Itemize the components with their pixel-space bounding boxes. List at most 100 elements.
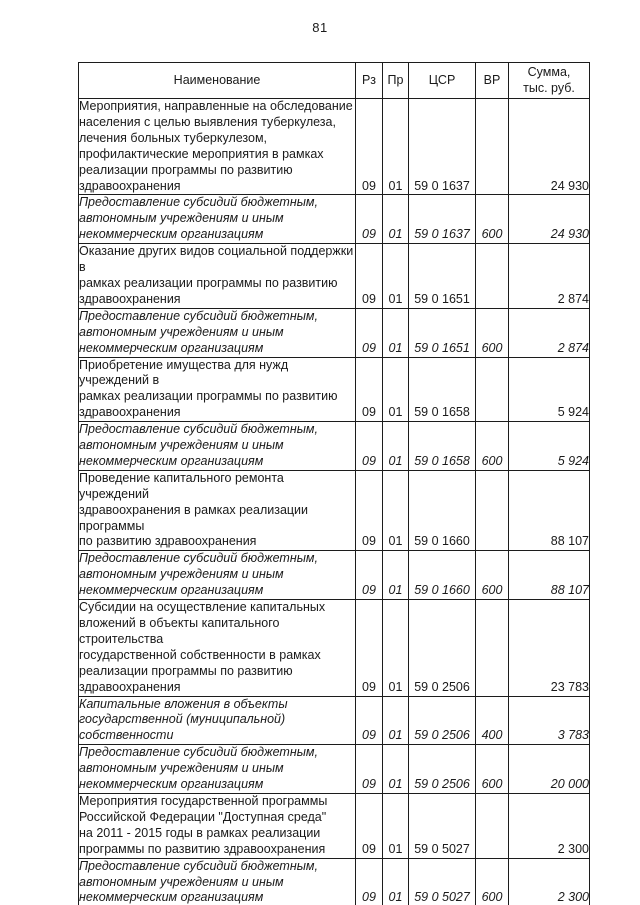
cell-name: Проведение капитального ремонта учрежден…	[78, 469, 356, 552]
cell-csr: 59 0 1658	[408, 421, 476, 471]
page-number: 81	[312, 20, 328, 35]
cell-rz: 09	[355, 97, 383, 196]
cell-csr: 59 0 2506	[408, 599, 476, 697]
header-pr: Пр	[382, 62, 409, 99]
cell-vr	[475, 356, 509, 423]
cell-rz: 09	[355, 857, 383, 905]
cell-sum: 23 783	[508, 599, 590, 697]
cell-vr	[475, 792, 509, 859]
cell-csr: 59 0 1651	[408, 307, 476, 358]
cell-sum: 2 300	[508, 792, 590, 859]
table-row: Предоставление субсидий бюджетным, автон…	[78, 857, 590, 905]
cell-csr: 59 0 1651	[408, 243, 476, 309]
header-csr: ЦСР	[408, 62, 476, 99]
cell-rz: 09	[355, 469, 383, 552]
header-name: Наименование	[78, 62, 356, 99]
cell-sum: 20 000	[508, 744, 590, 794]
cell-rz: 09	[355, 792, 383, 859]
cell-vr	[475, 97, 509, 196]
cell-vr: 600	[475, 550, 509, 601]
table-row: Мероприятия государственной программы Ро…	[78, 792, 590, 859]
cell-vr	[475, 469, 509, 552]
cell-sum: 5 924	[508, 356, 590, 423]
cell-sum: 88 107	[508, 469, 590, 552]
cell-sum: 88 107	[508, 550, 590, 601]
cell-pr: 01	[382, 469, 409, 552]
cell-vr: 600	[475, 857, 509, 905]
cell-rz: 09	[355, 550, 383, 601]
header-rz: Рз	[355, 62, 383, 99]
table-row: Проведение капитального ремонта учрежден…	[78, 469, 590, 552]
cell-vr	[475, 243, 509, 309]
table-row: Оказание других видов социальной поддерж…	[78, 243, 590, 309]
cell-rz: 09	[355, 194, 383, 245]
cell-rz: 09	[355, 744, 383, 794]
table-row: Предоставление субсидий бюджетным, автон…	[78, 194, 590, 245]
cell-pr: 01	[382, 550, 409, 601]
cell-rz: 09	[355, 421, 383, 471]
cell-rz: 09	[355, 356, 383, 423]
cell-pr: 01	[382, 792, 409, 859]
cell-sum: 3 783	[508, 695, 590, 746]
cell-csr: 59 0 2506	[408, 744, 476, 794]
cell-sum: 2 300	[508, 857, 590, 905]
cell-pr: 01	[382, 695, 409, 746]
cell-csr: 59 0 1658	[408, 356, 476, 423]
cell-sum: 24 930	[508, 194, 590, 245]
cell-name: Мероприятия государственной программы Ро…	[78, 792, 356, 859]
cell-pr: 01	[382, 356, 409, 423]
cell-vr: 600	[475, 421, 509, 471]
cell-csr: 59 0 1660	[408, 469, 476, 552]
cell-pr: 01	[382, 599, 409, 697]
cell-pr: 01	[382, 194, 409, 245]
cell-name: Оказание других видов социальной поддерж…	[78, 243, 356, 309]
table-row: Предоставление субсидий бюджетным, автон…	[78, 421, 590, 471]
table-row: Субсидии на осуществление капитальных вл…	[78, 599, 590, 697]
cell-name: Предоставление субсидий бюджетным, автон…	[78, 857, 356, 905]
budget-table: Наименование Рз Пр ЦСР ВР Сумма, тыс. ру…	[78, 62, 590, 905]
cell-sum: 2 874	[508, 307, 590, 358]
cell-csr: 59 0 5027	[408, 792, 476, 859]
header-vr: ВР	[475, 62, 509, 99]
cell-rz: 09	[355, 695, 383, 746]
cell-csr: 59 0 1660	[408, 550, 476, 601]
cell-name: Предоставление субсидий бюджетным, автон…	[78, 421, 356, 471]
cell-name: Предоставление субсидий бюджетным, автон…	[78, 307, 356, 358]
cell-csr: 59 0 5027	[408, 857, 476, 905]
table-row: Мероприятия, направленные на обследовани…	[78, 97, 590, 196]
table-row: Предоставление субсидий бюджетным, автон…	[78, 744, 590, 794]
cell-name: Предоставление субсидий бюджетным, автон…	[78, 744, 356, 794]
cell-vr: 600	[475, 307, 509, 358]
cell-name: Капитальные вложения в объекты государст…	[78, 695, 356, 746]
cell-sum: 5 924	[508, 421, 590, 471]
table-row: Предоставление субсидий бюджетным, автон…	[78, 550, 590, 601]
cell-name: Предоставление субсидий бюджетным, автон…	[78, 550, 356, 601]
cell-pr: 01	[382, 744, 409, 794]
header-row: Наименование Рз Пр ЦСР ВР Сумма, тыс. ру…	[78, 62, 590, 99]
cell-vr: 400	[475, 695, 509, 746]
cell-vr: 600	[475, 744, 509, 794]
cell-name: Субсидии на осуществление капитальных вл…	[78, 599, 356, 697]
cell-pr: 01	[382, 421, 409, 471]
cell-pr: 01	[382, 97, 409, 196]
table-row: Капитальные вложения в объекты государст…	[78, 695, 590, 746]
cell-rz: 09	[355, 243, 383, 309]
cell-name: Предоставление субсидий бюджетным, автон…	[78, 194, 356, 245]
cell-csr: 59 0 1637	[408, 97, 476, 196]
cell-pr: 01	[382, 307, 409, 358]
header-sum: Сумма, тыс. руб.	[508, 62, 590, 99]
table-row: Предоставление субсидий бюджетным, автон…	[78, 307, 590, 358]
cell-rz: 09	[355, 599, 383, 697]
cell-name: Мероприятия, направленные на обследовани…	[78, 97, 356, 196]
cell-pr: 01	[382, 243, 409, 309]
cell-csr: 59 0 1637	[408, 194, 476, 245]
table-row: Приобретение имущества для нужд учрежден…	[78, 356, 590, 423]
cell-sum: 2 874	[508, 243, 590, 309]
cell-csr: 59 0 2506	[408, 695, 476, 746]
cell-sum: 24 930	[508, 97, 590, 196]
table-body: Мероприятия, направленные на обследовани…	[78, 97, 590, 905]
cell-vr	[475, 599, 509, 697]
cell-rz: 09	[355, 307, 383, 358]
cell-vr: 600	[475, 194, 509, 245]
